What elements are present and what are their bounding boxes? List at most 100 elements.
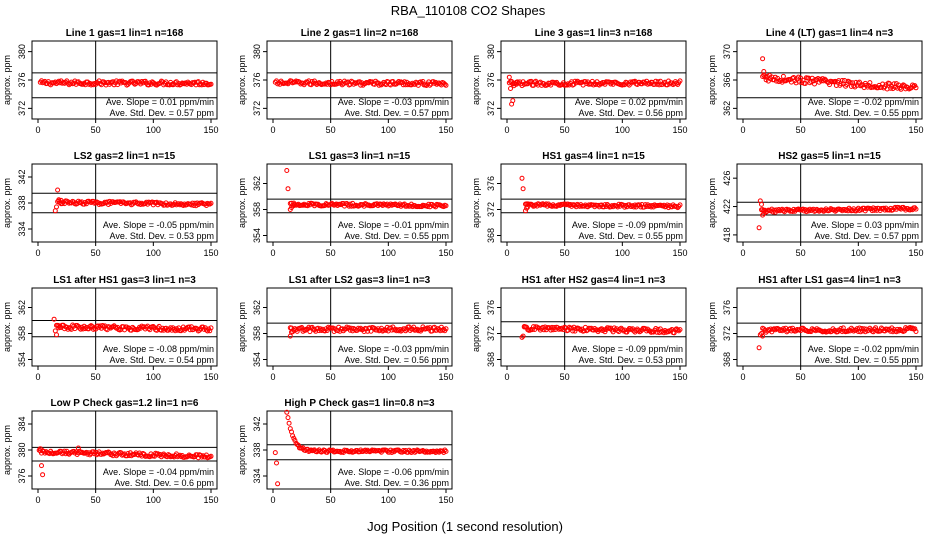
y-tick-label: 418 bbox=[722, 227, 732, 242]
data-point bbox=[524, 205, 530, 211]
data-point bbox=[525, 204, 531, 210]
data-point bbox=[75, 445, 81, 451]
x-tick-label: 0 bbox=[740, 248, 745, 258]
y-tick-label: 372 bbox=[486, 101, 496, 116]
data-point bbox=[851, 328, 857, 334]
x-tick-label: 50 bbox=[326, 125, 336, 135]
y-tick-label: 372 bbox=[486, 326, 496, 341]
y-tick-label: 366 bbox=[722, 72, 732, 87]
y-tick-label: 354 bbox=[252, 228, 262, 243]
x-tick-label: 150 bbox=[672, 372, 687, 382]
panel-10: LS1 after LS2 gas=3 lin=1 n=3 approx. ppm… bbox=[237, 275, 454, 382]
plot-frame bbox=[266, 287, 453, 367]
y-tick-label: 362 bbox=[17, 300, 27, 315]
stddev-annotation: Ave. Std. Dev. = 0.57 ppm bbox=[110, 108, 214, 118]
x-tick-label: 100 bbox=[615, 372, 630, 382]
y-tick-label: 354 bbox=[252, 352, 262, 367]
data-point bbox=[208, 81, 214, 87]
data-point bbox=[443, 326, 449, 332]
y-tick-label: 338 bbox=[17, 195, 27, 210]
data-point bbox=[581, 203, 587, 209]
data-point bbox=[523, 208, 528, 214]
x-tick-label: 0 bbox=[35, 372, 40, 382]
x-tick-label: 150 bbox=[438, 495, 453, 505]
data-point bbox=[150, 324, 156, 329]
y-axis-label: approx. ppm bbox=[471, 178, 481, 228]
data-point bbox=[37, 446, 43, 452]
data-point bbox=[80, 81, 86, 87]
data-point bbox=[912, 326, 918, 332]
y-axis-label: approx. ppm bbox=[471, 302, 481, 352]
y-tick-label: 358 bbox=[252, 202, 262, 217]
data-point bbox=[207, 328, 213, 334]
series-points bbox=[272, 78, 449, 88]
x-tick-label: 150 bbox=[672, 125, 687, 135]
x-tick-label: 0 bbox=[504, 372, 509, 382]
data-point bbox=[286, 420, 292, 426]
slope-annotation: Ave. Slope = -0.04 ppm/min bbox=[103, 467, 214, 477]
y-axis-label: approx. ppm bbox=[471, 55, 481, 105]
data-point bbox=[291, 203, 297, 209]
y-axis-label: approx. ppm bbox=[2, 425, 12, 475]
data-point bbox=[795, 74, 801, 80]
panel-title: LS1 gas=3 lin=1 n=15 bbox=[309, 151, 411, 162]
y-tick-label: 370 bbox=[722, 44, 732, 59]
stddev-annotation: Ave. Std. Dev. = 0.54 ppm bbox=[110, 355, 214, 365]
y-tick-label: 354 bbox=[17, 352, 27, 367]
series-points bbox=[756, 198, 919, 231]
data-point bbox=[63, 451, 69, 457]
y-tick-label: 362 bbox=[252, 300, 262, 315]
plot-frame bbox=[266, 163, 453, 243]
y-tick-label: 342 bbox=[17, 169, 27, 184]
data-point bbox=[432, 80, 437, 86]
x-tick-label: 100 bbox=[381, 372, 396, 382]
data-point bbox=[529, 327, 535, 333]
data-point bbox=[352, 449, 358, 454]
x-tick-label: 150 bbox=[672, 248, 687, 258]
data-point bbox=[548, 327, 554, 333]
data-point bbox=[347, 449, 353, 455]
data-point bbox=[285, 186, 291, 192]
plot-frame bbox=[736, 287, 923, 367]
panel-14: High P Check gas=1 lin=0.8 n=3 approx. pp… bbox=[237, 398, 454, 505]
x-tick-label: 0 bbox=[35, 248, 40, 258]
data-point bbox=[822, 328, 828, 334]
data-point bbox=[425, 325, 430, 331]
panel-7: HS1 gas=4 lin=1 n=15 approx. ppm 0 50 100 150… bbox=[471, 151, 688, 258]
data-point bbox=[90, 82, 96, 88]
data-point bbox=[306, 324, 312, 330]
y-axis-label: approx. ppm bbox=[237, 302, 247, 352]
stddev-annotation: Ave. Std. Dev. = 0.53 ppm bbox=[579, 355, 683, 365]
data-point bbox=[402, 79, 407, 85]
panel-title: LS1 after HS1 gas=3 lin=1 n=3 bbox=[53, 275, 196, 286]
panel-title: Line 3 gas=1 lin=3 n=168 bbox=[535, 28, 653, 39]
data-point bbox=[910, 325, 915, 331]
x-tick-label: 50 bbox=[560, 125, 570, 135]
data-point bbox=[58, 197, 64, 203]
panel-title: HS1 after LS1 gas=4 lin=1 n=3 bbox=[758, 275, 901, 286]
x-tick-label: 100 bbox=[146, 125, 161, 135]
data-point bbox=[40, 472, 46, 478]
data-point bbox=[854, 326, 860, 332]
x-tick-label: 100 bbox=[615, 248, 630, 258]
data-point bbox=[521, 324, 527, 330]
y-axis-label: approx. ppm bbox=[237, 425, 247, 475]
data-point bbox=[100, 450, 106, 456]
data-point bbox=[208, 453, 214, 459]
data-point bbox=[677, 202, 683, 208]
data-point bbox=[175, 327, 181, 333]
y-tick-label: 426 bbox=[722, 171, 732, 186]
y-axis-label: approx. ppm bbox=[2, 55, 12, 105]
series-points bbox=[37, 78, 214, 88]
x-tick-label: 150 bbox=[203, 248, 218, 258]
data-point bbox=[513, 81, 519, 87]
x-tick-label: 150 bbox=[203, 372, 218, 382]
data-point bbox=[910, 82, 915, 88]
y-axis-label: approx. ppm bbox=[237, 178, 247, 228]
y-tick-label: 372 bbox=[722, 326, 732, 341]
data-point bbox=[756, 225, 762, 231]
data-point bbox=[344, 324, 350, 330]
data-point bbox=[870, 205, 876, 211]
data-point bbox=[292, 437, 298, 443]
x-tick-label: 50 bbox=[326, 248, 336, 258]
